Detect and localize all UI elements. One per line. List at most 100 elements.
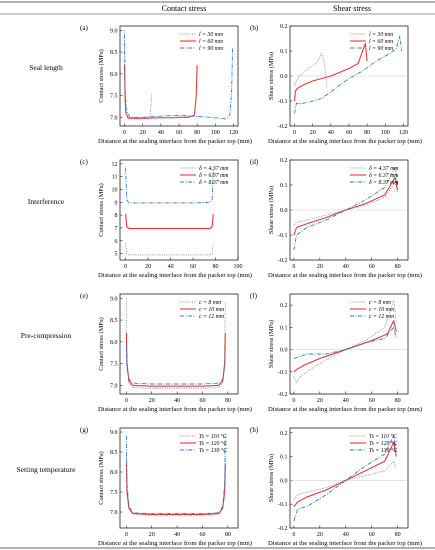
series-line <box>293 176 399 236</box>
x-tick-label: 20 <box>310 130 316 136</box>
y-tick-label: 7.5 <box>110 490 118 496</box>
x-tick-label: 80 <box>213 264 219 270</box>
series-line <box>125 455 226 516</box>
series-line <box>125 167 214 204</box>
series-line <box>294 53 328 89</box>
panels-group: Seal length Distance at the sealing inter… <box>17 24 422 547</box>
series-line <box>124 34 233 120</box>
y-axis-title: Contact stress (MPa) <box>98 183 105 237</box>
legend-label: Ts = 130 °C <box>369 447 397 454</box>
legend-label: δ = 4.37 mm <box>369 165 398 172</box>
x-tick-label: 80 <box>395 264 401 270</box>
x-tick-label: 80 <box>225 398 231 404</box>
y-tick-label: 9 <box>115 200 118 206</box>
x-axis-title: Distance at the sealing interface from t… <box>98 406 252 413</box>
legend-label: l = 90 mm <box>369 46 393 52</box>
series-line <box>125 463 226 515</box>
x-tick-label: 0 <box>292 264 295 270</box>
legend-label: l = 30 mm <box>369 32 393 38</box>
chart-panel: 0 20 40 60 80 -0.2 -0.1 0.0 0.1 0.2 Shear stress (… <box>250 292 409 404</box>
series-line <box>125 213 214 230</box>
x-axis-title: Distance at the sealing interface from t… <box>98 540 252 547</box>
y-tick-label: 0.1 <box>280 183 288 189</box>
y-axis-title: Shear stress (MPa) <box>268 52 275 100</box>
x-tick-label: 60 <box>369 532 375 538</box>
x-tick-label: 60 <box>199 398 205 404</box>
series-line <box>293 300 397 384</box>
panel-label: (g) <box>80 426 89 434</box>
series-line <box>125 435 226 515</box>
x-tick-label: 0 <box>124 264 127 270</box>
series-line <box>125 346 226 385</box>
y-tick-label: 7.5 <box>110 362 118 368</box>
panel-label: (c) <box>80 158 88 166</box>
series-line <box>293 434 397 521</box>
x-tick-label: 80 <box>364 130 370 136</box>
y-axis-title: Shear stress (MPa) <box>268 186 275 234</box>
x-tick-label: 100 <box>234 264 243 270</box>
x-tick-label: 20 <box>317 532 323 538</box>
x-axis-title: Distance at the sealing interface from t… <box>268 540 422 547</box>
legend-label: l = 60 mm <box>199 39 223 45</box>
x-tick-label: 40 <box>174 532 180 538</box>
y-tick-label: 8.5 <box>110 318 118 324</box>
x-tick-label: 40 <box>343 532 349 538</box>
series-line <box>293 42 368 102</box>
y-tick-label: 0.2 <box>280 431 288 437</box>
chart-panel: 0 20 40 60 80 -0.2 -0.1 0.0 0.1 0.2 Shear stress (… <box>250 426 409 538</box>
x-tick-label: 60 <box>199 532 205 538</box>
x-tick-label: 80 <box>225 532 231 538</box>
x-axis-title: Distance at the sealing interface from t… <box>268 138 422 145</box>
series-line <box>293 320 397 373</box>
plot-frame <box>119 427 239 529</box>
row-label: Setting temperature <box>17 465 77 474</box>
x-tick-label: 40 <box>343 398 349 404</box>
legend-label: δ = 6.37 mm <box>199 173 228 179</box>
y-tick-label: 12 <box>112 162 118 168</box>
x-tick-label: 120 <box>229 130 238 136</box>
x-tick-label: 20 <box>317 264 323 270</box>
series-line <box>293 326 397 359</box>
x-axis-title: Distance at the sealing interface from t… <box>98 138 252 145</box>
panel-label: (d) <box>250 158 259 166</box>
legend-label: c = 12 mm <box>199 314 224 320</box>
y-tick-label: 7.0 <box>110 510 118 516</box>
y-tick-label: 6 <box>115 239 118 245</box>
chart-panel: 0 20 40 60 80 100 5 6 7 8 9 10 11 12 Contact stress (M… <box>80 158 243 270</box>
shear-stress-header: Shear stress <box>333 4 371 13</box>
x-tick-label: 0 <box>292 398 295 404</box>
legend-label: δ = 8.37 mm <box>369 180 398 186</box>
x-tick-label: 80 <box>194 130 200 136</box>
series-line <box>125 243 214 256</box>
x-axis-title: Distance at the sealing interface from t… <box>98 272 252 279</box>
y-tick-label: 9.0 <box>110 296 118 302</box>
y-tick-label: 8.5 <box>110 50 118 56</box>
x-tick-label: 60 <box>369 264 375 270</box>
y-tick-label: 8 <box>115 213 118 219</box>
series-line <box>123 65 198 119</box>
legend-label: Ts = 110 °C <box>199 433 227 440</box>
series-line <box>293 167 399 251</box>
y-tick-label: 0.2 <box>280 158 288 164</box>
x-tick-label: 20 <box>317 398 323 404</box>
y-tick-label: 5 <box>115 252 118 258</box>
legend-label: l = 90 mm <box>199 46 223 52</box>
x-tick-label: 60 <box>369 398 375 404</box>
plot-frame <box>289 427 409 529</box>
chart-panel: 0 20 40 60 80 -0.2 -0.1 0.0 0.1 0.2 Shear stress (… <box>250 158 409 270</box>
y-tick-label: -0.2 <box>278 392 288 398</box>
y-axis-title: Contact stress (MPa) <box>98 49 105 103</box>
x-tick-label: 60 <box>176 130 182 136</box>
y-tick-label: 0.0 <box>280 478 288 484</box>
y-tick-label: 8.0 <box>110 470 118 476</box>
x-tick-label: 20 <box>149 532 155 538</box>
y-tick-label: 8.0 <box>110 72 118 78</box>
y-tick-label: 9.0 <box>110 430 118 436</box>
x-tick-label: 0 <box>292 532 295 538</box>
x-tick-label: 100 <box>381 130 390 136</box>
y-tick-label: 8.5 <box>110 450 118 456</box>
x-tick-label: 20 <box>145 264 151 270</box>
x-tick-label: 100 <box>211 130 220 136</box>
x-tick-label: 80 <box>395 532 401 538</box>
